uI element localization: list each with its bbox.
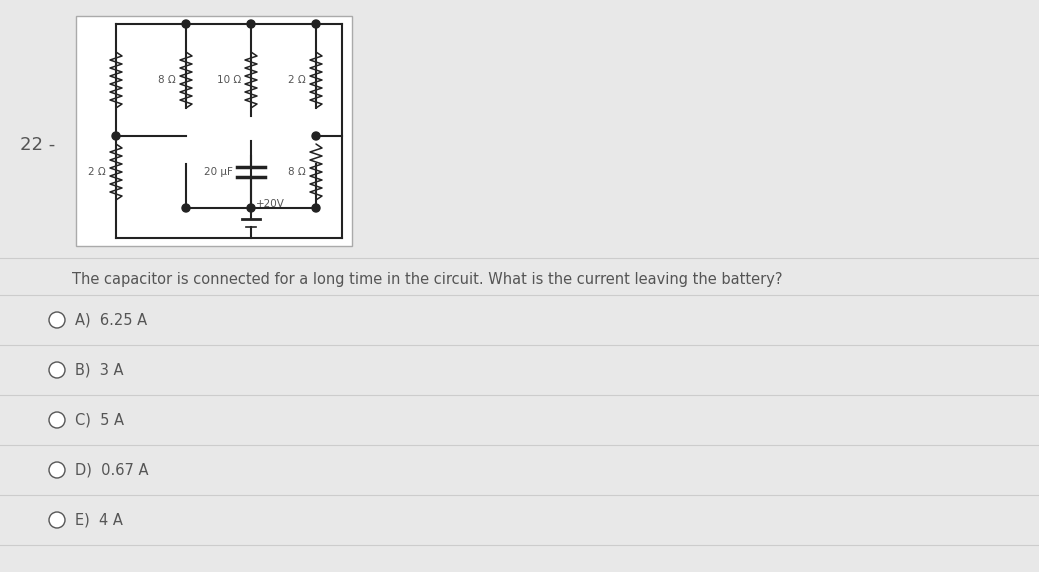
Text: A)  6.25 A: A) 6.25 A [75, 312, 148, 328]
Circle shape [312, 20, 320, 28]
Circle shape [312, 204, 320, 212]
Text: 2 Ω: 2 Ω [88, 167, 106, 177]
Circle shape [49, 312, 65, 328]
Circle shape [182, 204, 190, 212]
Circle shape [49, 512, 65, 528]
Text: D)  0.67 A: D) 0.67 A [75, 463, 149, 478]
Text: C)  5 A: C) 5 A [75, 412, 124, 427]
Text: 2 Ω: 2 Ω [288, 75, 307, 85]
Text: 10 Ω: 10 Ω [217, 75, 241, 85]
Circle shape [112, 132, 119, 140]
Circle shape [247, 20, 255, 28]
Circle shape [49, 462, 65, 478]
Text: The capacitor is connected for a long time in the circuit. What is the current l: The capacitor is connected for a long ti… [72, 272, 782, 287]
Circle shape [49, 362, 65, 378]
Text: B)  3 A: B) 3 A [75, 363, 124, 378]
Circle shape [182, 20, 190, 28]
Text: 20 μF: 20 μF [204, 167, 233, 177]
Text: 8 Ω: 8 Ω [158, 75, 176, 85]
Circle shape [312, 132, 320, 140]
Text: 22 -: 22 - [20, 136, 55, 154]
Text: 8 Ω: 8 Ω [288, 167, 307, 177]
Bar [76, 16, 352, 246]
Circle shape [247, 204, 255, 212]
Circle shape [49, 412, 65, 428]
Text: +20V: +20V [256, 199, 285, 209]
Text: E)  4 A: E) 4 A [75, 513, 123, 527]
